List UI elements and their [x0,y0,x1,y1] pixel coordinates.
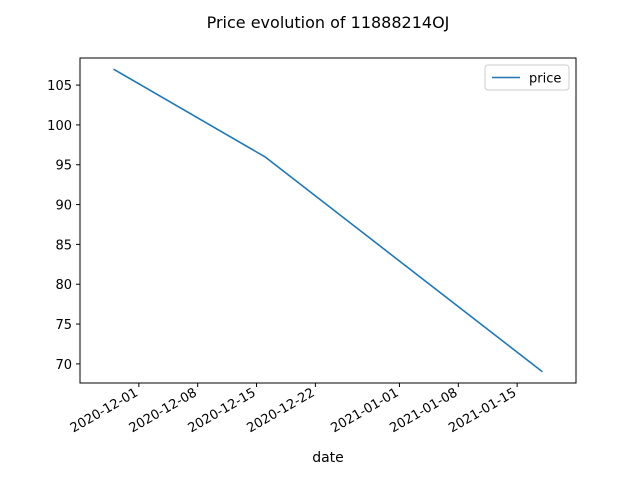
y-axis: 70 75 80 85 90 95 100 105 [47,79,80,373]
plot-area-frame [79,57,577,384]
x-axis: 2020-12-012020-12-082020-12-152020-12-22… [68,383,519,436]
y-tick-label: 70 [55,358,72,373]
legend-box [484,64,570,91]
y-tick-label: 90 [55,199,72,214]
y-tick-label: 85 [55,238,72,253]
y-tick-label: 105 [47,79,72,94]
legend-label: price [529,72,561,87]
y-tick-label: 95 [55,159,72,174]
y-tick-label: 75 [55,318,72,333]
plot-lines [113,68,543,373]
x-axis-label: date [312,450,344,466]
chart-title: Price evolution of 11888214OJ [207,13,450,32]
y-tick-label: 100 [47,119,72,134]
legend: price [484,64,570,91]
y-tick-label: 80 [55,278,72,293]
series-line-price [113,68,543,373]
